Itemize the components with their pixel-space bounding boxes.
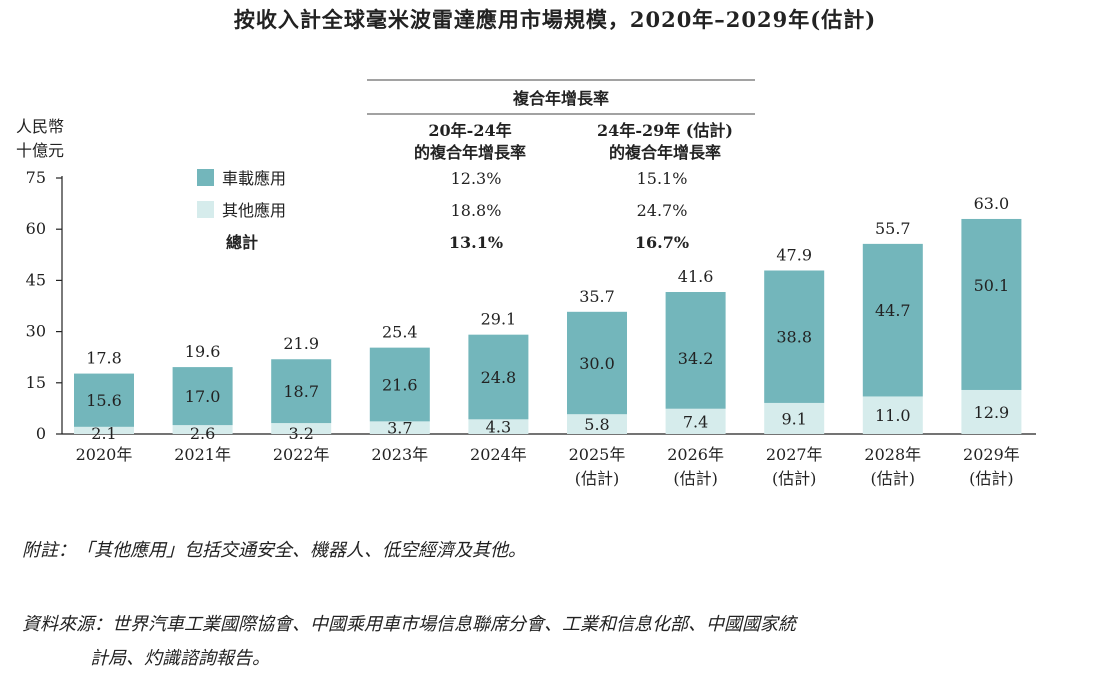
bar-other-applications — [172, 425, 233, 434]
bar-automotive-applications — [567, 311, 627, 415]
data-label-automotive: 50.1 — [974, 276, 1010, 295]
x-tick-sublabel: (估計) — [575, 469, 620, 488]
x-tick-label: 2024年 — [470, 445, 527, 464]
x-tick-sublabel: (估計) — [969, 469, 1014, 488]
source-line-2: 計局、灼識諮詢報告。 — [90, 648, 270, 669]
data-label-other: 2.1 — [91, 424, 116, 443]
data-label-total: 35.7 — [579, 287, 615, 306]
bar-automotive-applications — [961, 218, 1022, 390]
data-label-automotive: 24.8 — [481, 368, 517, 387]
data-label-other: 5.8 — [584, 415, 609, 434]
x-tick-label: 2021年 — [174, 445, 231, 464]
data-label-automotive: 21.6 — [382, 376, 418, 395]
data-label-other: 2.6 — [190, 424, 215, 443]
data-label-automotive: 30.0 — [579, 354, 615, 373]
y-tick-label: 60 — [26, 219, 46, 238]
bar-automotive-applications — [369, 347, 430, 422]
cagr-col2-header-line1: 24年-29年 (估計) — [597, 121, 733, 140]
bar-other-applications — [369, 421, 430, 434]
legend-label: 其他應用 — [222, 201, 286, 220]
data-label-total: 41.6 — [678, 267, 714, 286]
bar-other-applications — [862, 396, 923, 434]
x-tick-label: 2023年 — [371, 445, 428, 464]
y-tick-label: 0 — [36, 424, 46, 443]
x-tick-label: 2020年 — [76, 445, 133, 464]
y-tick-label: 45 — [26, 270, 46, 289]
bar-other-applications — [468, 419, 529, 434]
y-tick-label: 75 — [26, 168, 46, 187]
x-tick-label: 2025年 — [569, 445, 626, 464]
cagr-value-2020-2024: 13.1% — [449, 233, 503, 252]
x-tick-label: 2022年 — [273, 445, 330, 464]
data-label-automotive: 18.7 — [283, 382, 319, 401]
y-axis-unit-line1: 人民幣 — [16, 117, 64, 136]
data-label-other: 9.1 — [781, 409, 806, 428]
bar-automotive-applications — [468, 334, 529, 420]
bar-automotive-applications — [271, 359, 332, 424]
data-label-total: 55.7 — [875, 219, 911, 238]
data-label-total: 17.8 — [86, 349, 122, 368]
chart-title: 按收入計全球毫米波雷達應用市場規模，2020年–2029年(估計) — [233, 7, 877, 32]
y-tick-label: 15 — [26, 373, 46, 392]
cagr-value-2024-2029: 16.7% — [635, 233, 689, 252]
bar-other-applications — [567, 414, 627, 434]
data-label-other: 12.9 — [974, 403, 1010, 422]
source-note: 資料來源：世界汽車工業國際協會、中國乘用車市場信息聯席分會、工業和信息化部、中國… — [22, 608, 1092, 676]
cagr-total-label: 總計 — [226, 233, 258, 252]
x-tick-label: 2029年 — [963, 445, 1020, 464]
data-label-automotive: 15.6 — [86, 391, 122, 410]
data-label-automotive: 34.2 — [678, 349, 714, 368]
data-label-total: 47.9 — [776, 246, 812, 265]
y-axis-unit-line2: 十億元 — [16, 141, 64, 160]
bar-automotive-applications — [74, 373, 134, 427]
data-label-other: 7.4 — [683, 412, 708, 431]
cagr-value-2020-2024: 18.8% — [451, 201, 502, 220]
legend-swatch-automotive — [197, 169, 214, 186]
x-tick-label: 2026年 — [667, 445, 724, 464]
bar-automotive-applications — [862, 243, 923, 397]
data-label-other: 11.0 — [875, 406, 911, 425]
data-label-total: 21.9 — [283, 334, 319, 353]
cagr-value-2024-2029: 24.7% — [637, 201, 688, 220]
bar-other-applications — [271, 423, 332, 434]
bar-automotive-applications — [665, 292, 726, 409]
x-tick-sublabel: (估計) — [673, 469, 718, 488]
x-tick-label: 2027年 — [766, 445, 823, 464]
data-label-automotive: 38.8 — [776, 328, 812, 347]
data-label-total: 25.4 — [382, 323, 418, 342]
legend-label: 車載應用 — [222, 169, 286, 188]
data-label-total: 63.0 — [974, 194, 1010, 213]
bar-other-applications — [74, 426, 134, 434]
bar-automotive-applications — [764, 270, 825, 403]
cagr-value-2020-2024: 12.3% — [451, 169, 502, 188]
data-label-total: 29.1 — [481, 310, 517, 329]
data-label-other: 3.7 — [387, 419, 412, 438]
cagr-table-header: 複合年增長率 — [512, 89, 609, 108]
data-label-total: 19.6 — [185, 342, 221, 361]
x-tick-sublabel: (估計) — [871, 469, 916, 488]
bar-other-applications — [764, 402, 825, 434]
source-line-1: 資料來源：世界汽車工業國際協會、中國乘用車市場信息聯席分會、工業和信息化部、中國… — [22, 614, 796, 635]
cagr-col1-header-line1: 20年-24年 — [428, 121, 511, 140]
data-label-automotive: 44.7 — [875, 301, 911, 320]
bar-automotive-applications — [172, 367, 233, 426]
cagr-col1-header-line2: 的複合年增長率 — [414, 143, 526, 162]
footnote: 附註：「其他應用」包括交通安全、機器人、低空經濟及其他。 — [22, 540, 526, 561]
legend-swatch-other — [197, 201, 214, 218]
cagr-col2-header-line2: 的複合年增長率 — [609, 143, 721, 162]
cagr-value-2024-2029: 15.1% — [637, 169, 688, 188]
x-tick-label: 2028年 — [864, 445, 921, 464]
data-label-other: 4.3 — [486, 418, 511, 437]
y-tick-label: 30 — [26, 322, 46, 341]
data-label-automotive: 17.0 — [185, 387, 221, 406]
bar-other-applications — [665, 408, 726, 434]
bar-other-applications — [961, 389, 1022, 434]
x-tick-sublabel: (估計) — [772, 469, 817, 488]
data-label-other: 3.2 — [288, 424, 313, 443]
